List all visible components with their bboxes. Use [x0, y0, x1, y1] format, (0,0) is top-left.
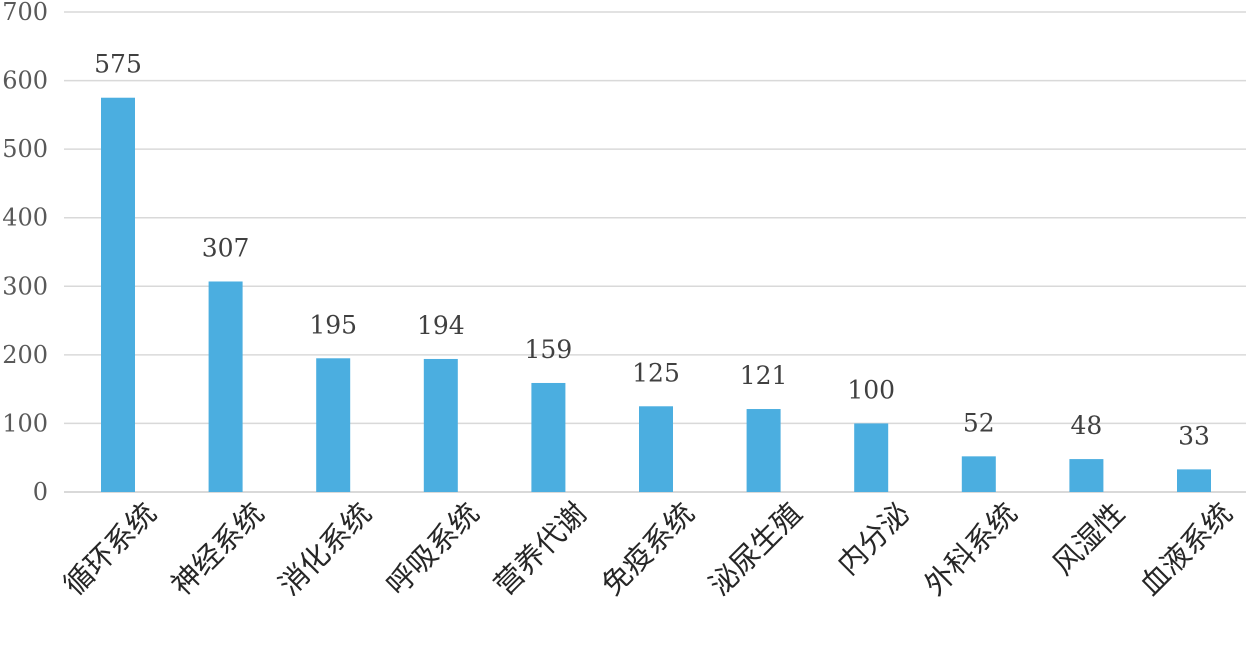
- bar: [316, 358, 351, 492]
- data-label: 159: [525, 335, 573, 364]
- bar: [854, 423, 889, 492]
- y-tick-label: 700: [2, 0, 48, 26]
- bar: [101, 97, 135, 492]
- bar: [961, 456, 996, 492]
- y-tick-label: 600: [2, 67, 48, 95]
- category-label: 泌尿生殖: [702, 496, 808, 602]
- data-label: 52: [963, 408, 995, 437]
- category-label: 神经系统: [164, 496, 270, 602]
- bar: [423, 358, 458, 492]
- category-label: 免疫系统: [595, 496, 701, 602]
- y-tick-label: 300: [2, 272, 48, 300]
- bar: [746, 409, 781, 492]
- category-label: 营养代谢: [487, 496, 593, 602]
- data-label: 100: [847, 375, 895, 404]
- data-label: 194: [417, 311, 465, 340]
- data-label: 307: [202, 233, 250, 262]
- category-label: 风湿性: [1046, 496, 1132, 582]
- bar: [639, 406, 673, 492]
- bar: [208, 281, 243, 492]
- data-label: 575: [94, 50, 142, 79]
- data-label: 121: [740, 361, 788, 390]
- category-label: 外科系统: [918, 496, 1024, 602]
- y-tick-label: 100: [2, 409, 48, 437]
- data-label: 195: [309, 310, 357, 339]
- bar: [1177, 469, 1211, 492]
- data-label: 48: [1070, 411, 1102, 440]
- bar: [1069, 459, 1104, 492]
- y-axis-ticks: 0 100 200 300 400 500 600 700: [2, 0, 48, 506]
- y-tick-label: 0: [33, 478, 48, 506]
- category-label: 呼吸系统: [380, 496, 486, 602]
- data-label: 33: [1178, 421, 1210, 450]
- data-label-layer: 575 307 195 194 159 125 121 100 52 48 33: [94, 50, 1210, 451]
- y-tick-label: 400: [2, 204, 48, 232]
- category-label: 消化系统: [272, 496, 378, 602]
- category-label-layer: 循环系统 神经系统 消化系统 呼吸系统 营养代谢 免疫系统 泌尿生殖 内分泌 外科系统 风湿性 血液…: [57, 496, 1239, 602]
- category-label: 血液系统: [1133, 496, 1239, 602]
- category-label: 内分泌: [831, 496, 917, 582]
- bar-layer: [101, 97, 1211, 492]
- y-tick-label: 200: [2, 341, 48, 369]
- y-tick-label: 500: [2, 135, 48, 163]
- grid-layer: [64, 11, 1246, 493]
- data-label: 125: [632, 358, 680, 387]
- bar: [531, 382, 566, 492]
- category-label: 循环系统: [57, 496, 163, 602]
